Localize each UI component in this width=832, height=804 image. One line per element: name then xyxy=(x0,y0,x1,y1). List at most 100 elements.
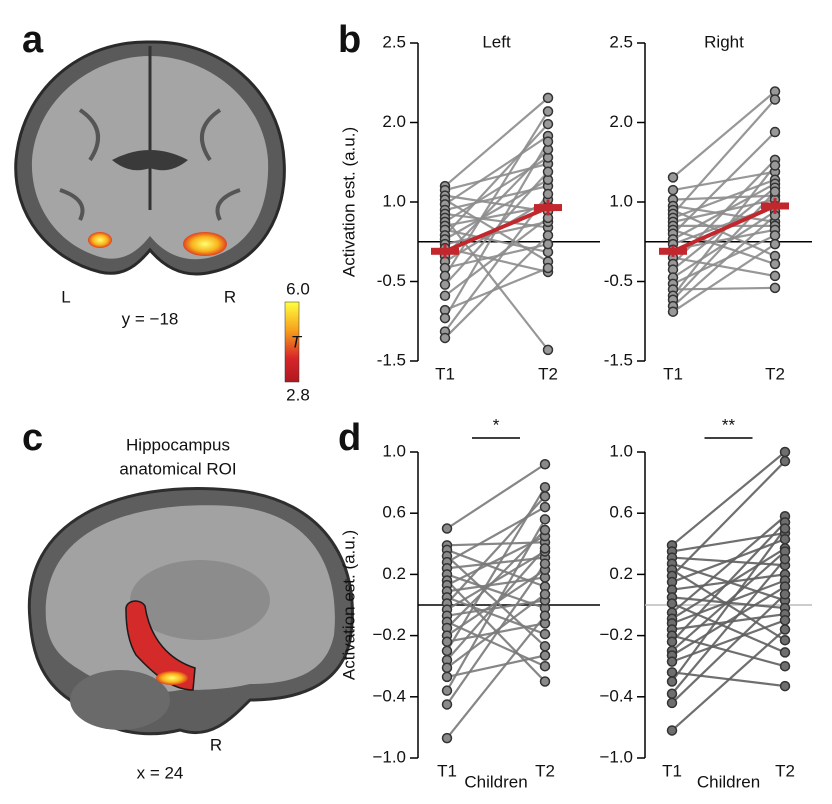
subject-line xyxy=(672,159,776,265)
mean-marker xyxy=(431,247,459,255)
mean-marker xyxy=(534,204,562,212)
significance-mark: * xyxy=(493,415,500,434)
subject-point xyxy=(539,501,551,513)
x-tick-label: T1 xyxy=(662,761,682,780)
subject-point xyxy=(539,589,551,600)
subject-point xyxy=(779,589,791,600)
mean-line xyxy=(672,204,776,254)
subject-line xyxy=(672,90,776,179)
subject-line xyxy=(446,555,546,648)
subject-line xyxy=(446,563,546,706)
subject-point xyxy=(542,344,554,356)
subject-point xyxy=(539,610,551,621)
subject-point xyxy=(667,306,679,317)
subject-line xyxy=(671,521,786,643)
subject-point xyxy=(441,523,453,534)
subject-point xyxy=(441,645,453,657)
subject-line xyxy=(671,515,786,614)
colorbar-max: 6.0 xyxy=(286,279,310,298)
x-axis-label: Children xyxy=(697,772,760,791)
subject-line xyxy=(671,593,786,704)
subject-point xyxy=(769,160,781,171)
subject-line xyxy=(672,256,776,278)
subject-line xyxy=(444,110,549,277)
subject-point xyxy=(539,481,551,493)
subject-point xyxy=(542,136,554,147)
subject-point xyxy=(779,553,791,565)
subject-line xyxy=(671,460,786,577)
subject-point xyxy=(441,685,453,696)
subject-line xyxy=(671,532,786,553)
chart-title: Left xyxy=(482,32,511,51)
subject-line xyxy=(444,234,549,339)
y-tick-label: 0.6 xyxy=(382,503,406,522)
panel-label: a xyxy=(22,19,44,61)
subject-line xyxy=(444,220,549,246)
significance-mark: ** xyxy=(722,415,736,434)
subject-point xyxy=(539,458,551,470)
subject-point xyxy=(769,258,781,270)
y-tick-label: 2.0 xyxy=(382,112,406,131)
subject-point xyxy=(441,636,453,647)
y-tick-label: -0.5 xyxy=(377,271,406,290)
subject-point xyxy=(542,188,554,200)
panel-label: c xyxy=(22,417,43,459)
roi-title: Hippocampus xyxy=(126,435,230,454)
subject-line xyxy=(672,98,776,215)
subject-point xyxy=(542,230,554,241)
brain-coronal xyxy=(14,40,286,276)
subject-line xyxy=(671,558,786,695)
subject-line xyxy=(672,170,776,192)
y-tick-label: -1.5 xyxy=(377,350,406,369)
subject-point xyxy=(769,282,781,294)
subject-point xyxy=(539,641,551,652)
y-tick-label: 0.2 xyxy=(609,564,633,583)
subject-point xyxy=(441,732,453,744)
y-tick-label: 2.0 xyxy=(609,112,633,131)
subject-point xyxy=(439,332,451,344)
brain-sagittal xyxy=(27,487,354,736)
mean-line xyxy=(444,205,549,254)
colorbar-label: T xyxy=(291,332,303,351)
subject-line xyxy=(671,585,786,657)
subject-point xyxy=(667,184,679,196)
subject-point xyxy=(539,491,551,502)
subject-point xyxy=(779,533,791,545)
y-tick-label: 0.2 xyxy=(382,564,406,583)
subject-point xyxy=(667,172,679,183)
subject-point xyxy=(666,697,678,709)
subject-point xyxy=(542,238,554,250)
subject-line xyxy=(671,538,786,584)
y-axis-label: Activation est. (a.u.) xyxy=(339,127,358,277)
y-tick-label: −1.0 xyxy=(599,747,633,766)
subject-point xyxy=(539,676,551,687)
y-tick-label: −0.2 xyxy=(372,625,406,644)
y-tick-label: 1.0 xyxy=(382,441,406,460)
subject-point xyxy=(779,634,791,646)
subject-line xyxy=(444,135,549,206)
subject-point xyxy=(769,270,781,282)
y-tick-label: 0.6 xyxy=(609,503,633,522)
subject-line xyxy=(671,527,786,683)
subject-point xyxy=(542,106,554,117)
subject-point xyxy=(769,238,781,250)
subject-line xyxy=(446,541,546,547)
y-tick-label: -0.5 xyxy=(604,271,633,290)
subject-line xyxy=(444,148,549,257)
hemisphere-label: R xyxy=(224,287,236,306)
subject-point xyxy=(779,647,791,658)
subject-line xyxy=(671,634,786,668)
subject-point xyxy=(441,662,453,673)
subject-line xyxy=(446,593,546,669)
subject-point xyxy=(779,680,791,692)
x-tick-label: T2 xyxy=(538,364,558,383)
subject-point xyxy=(779,615,791,626)
subject-line xyxy=(446,506,546,564)
mean-marker xyxy=(761,202,789,210)
y-tick-label: 1.0 xyxy=(382,191,406,210)
subject-point xyxy=(539,650,551,661)
subject-line xyxy=(671,628,786,732)
subject-line xyxy=(446,556,546,570)
subject-line xyxy=(446,518,546,692)
subject-point xyxy=(769,230,781,241)
